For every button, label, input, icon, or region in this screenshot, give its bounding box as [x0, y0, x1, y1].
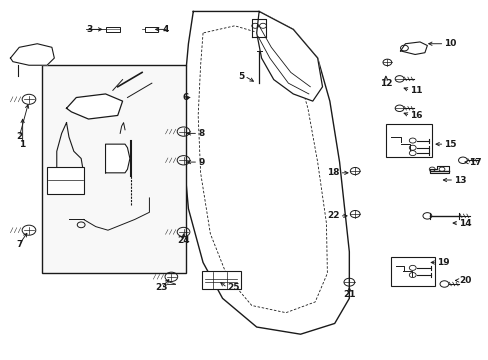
Text: 12: 12	[379, 79, 391, 88]
Text: 5: 5	[238, 72, 244, 81]
Polygon shape	[400, 42, 427, 54]
Text: 20: 20	[458, 276, 470, 285]
Polygon shape	[183, 12, 348, 334]
Polygon shape	[10, 44, 54, 65]
Text: 14: 14	[458, 219, 471, 228]
Bar	[105, 27, 120, 32]
Bar	[385, 125, 431, 157]
Polygon shape	[105, 144, 130, 173]
Polygon shape	[66, 94, 122, 119]
Text: 24: 24	[177, 237, 189, 246]
Text: 13: 13	[453, 176, 466, 185]
Text: 2: 2	[16, 132, 22, 141]
Text: 11: 11	[409, 86, 422, 95]
Bar	[47, 167, 83, 194]
Text: 9: 9	[198, 158, 204, 167]
Bar	[42, 65, 185, 273]
Text: 23: 23	[155, 283, 167, 292]
Text: 6: 6	[182, 93, 188, 102]
Text: 25: 25	[227, 283, 240, 292]
Text: 8: 8	[198, 129, 204, 138]
Text: 10: 10	[444, 39, 456, 48]
Text: 17: 17	[468, 158, 481, 167]
Text: 3: 3	[86, 25, 92, 34]
Text: 19: 19	[436, 258, 449, 267]
Text: 7: 7	[16, 240, 22, 249]
Text: 16: 16	[409, 111, 422, 120]
Polygon shape	[256, 12, 322, 101]
Bar	[144, 27, 158, 32]
Bar	[201, 271, 240, 289]
Text: 1: 1	[20, 140, 26, 149]
Text: 18: 18	[326, 168, 339, 177]
Text: 4: 4	[162, 25, 168, 34]
Text: 21: 21	[343, 290, 355, 299]
Bar	[390, 257, 434, 286]
Text: 15: 15	[444, 140, 456, 149]
Text: 22: 22	[326, 211, 339, 220]
